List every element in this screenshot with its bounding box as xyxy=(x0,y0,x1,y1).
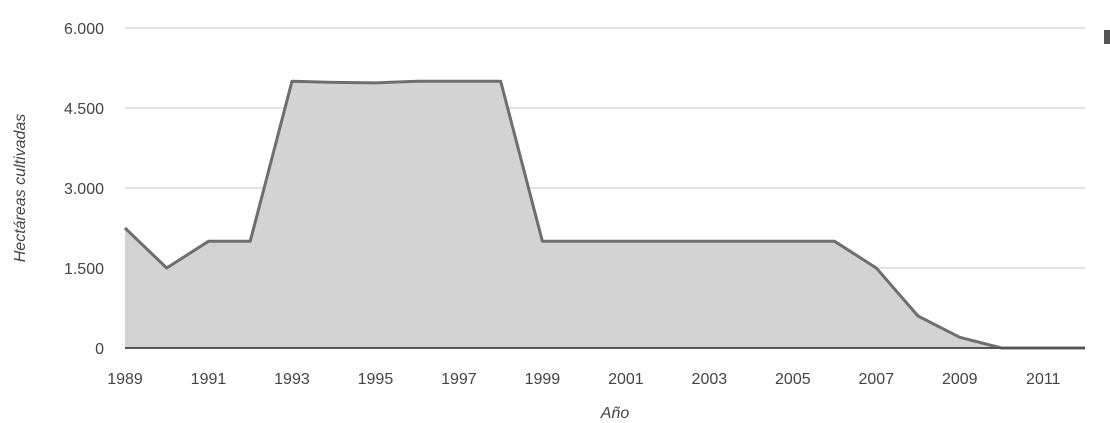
y-axis-title: Hectáreas cultivadas xyxy=(12,114,29,263)
x-tick-label: 1995 xyxy=(358,371,394,388)
y-tick-label: 1.500 xyxy=(64,261,104,278)
x-axis-title: Año xyxy=(600,405,630,422)
x-tick-label: 2011 xyxy=(1026,371,1061,388)
x-tick-label: 1991 xyxy=(191,371,227,388)
y-tick-label: 6.000 xyxy=(64,21,104,38)
x-tick-label: 2005 xyxy=(775,371,811,388)
x-axis-ticks: 1989 1991 1993 1995 1997 1999 2001 2003 2005 2007… xyxy=(107,371,1060,388)
x-tick-label: 1997 xyxy=(441,371,477,388)
y-tick-label: 0 xyxy=(95,341,104,358)
series-line xyxy=(123,79,1085,350)
x-tick-label: 2003 xyxy=(692,371,728,388)
x-tick-label: 2009 xyxy=(942,371,978,388)
x-tick-label: 1993 xyxy=(274,371,310,388)
legend-marker xyxy=(1104,30,1110,44)
y-tick-label: 3.000 xyxy=(64,181,104,198)
y-tick-label: 4.500 xyxy=(64,101,104,118)
series-area-fill xyxy=(125,81,1085,349)
y-axis-ticks: 0 1.500 3.000 4.500 6.000 xyxy=(64,21,104,358)
x-tick-label: 1989 xyxy=(107,371,143,388)
x-tick-label: 2001 xyxy=(608,371,644,388)
series-area-group xyxy=(123,79,1085,350)
x-tick-label: 2007 xyxy=(859,371,895,388)
x-tick-label: 1999 xyxy=(525,371,561,388)
